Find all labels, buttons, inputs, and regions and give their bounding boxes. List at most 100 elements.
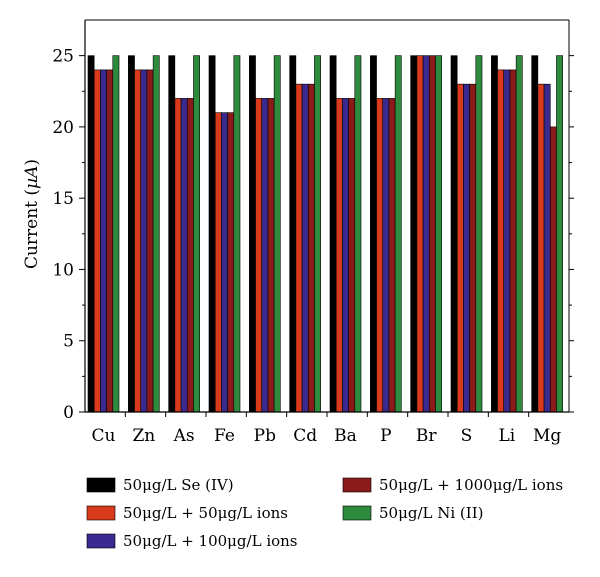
bar-li-series-5 xyxy=(515,55,523,413)
bar-pb-series-5 xyxy=(273,55,281,413)
legend-item-series-1: 50μg/L Se (IV) xyxy=(86,476,234,494)
bar-ba-series-4 xyxy=(348,98,356,413)
bar-mg-series-4 xyxy=(549,126,557,413)
x-tick-label-li: Li xyxy=(498,426,515,446)
bar-p-series-3 xyxy=(382,98,390,413)
bar-as-series-2 xyxy=(174,98,182,413)
bar-br-series-4 xyxy=(428,55,436,413)
bar-cd-series-2 xyxy=(295,83,303,413)
y-tick-label-20: 20 xyxy=(52,118,74,138)
bar-cd-series-5 xyxy=(314,55,321,413)
legend-item-series-4: 50μg/L + 1000μg/L ions xyxy=(342,476,563,494)
bar-pb-series-3 xyxy=(261,98,269,413)
y-axis-title-prefix: Current ( xyxy=(22,189,42,269)
x-tick-label-ba: Ba xyxy=(334,426,357,446)
bar-fe-series-5 xyxy=(233,55,241,413)
bar-ba-series-5 xyxy=(354,55,362,413)
bar-p-series-4 xyxy=(388,98,396,413)
bars-layer xyxy=(87,55,563,413)
legend-label: 50μg/L + 50μg/L ions xyxy=(123,504,288,522)
bar-fe-series-2 xyxy=(214,112,222,413)
bar-s-series-5 xyxy=(475,55,483,413)
bar-li-series-4 xyxy=(509,69,517,413)
bar-zn-series-5 xyxy=(152,55,160,413)
legend-label: 50μg/L Se (IV) xyxy=(123,476,234,494)
labels-layer: Cu Zn As Fe Pb Cd Ba P Br S Li Mg 0 5 10 15 20 25 xyxy=(52,47,561,446)
bar-mg-series-5 xyxy=(556,55,563,413)
y-axis-title: Current (µA) xyxy=(22,159,42,269)
bar-as-series-4 xyxy=(186,98,194,413)
legend-label: 50μg/L Ni (II) xyxy=(379,504,483,522)
y-axis-title-unit: µA xyxy=(22,166,42,189)
bar-ba-series-2 xyxy=(335,98,343,413)
bar-cu-series-4 xyxy=(106,69,114,413)
legend-item-series-3: 50μg/L + 100μg/L ions xyxy=(86,532,298,550)
legend-label: 50μg/L + 100μg/L ions xyxy=(123,532,298,550)
bar-cd-series-4 xyxy=(307,83,315,413)
x-tick-label-p: P xyxy=(380,426,391,446)
x-tick-label-pb: Pb xyxy=(254,426,276,446)
bar-as-series-1 xyxy=(168,55,176,413)
bar-zn-series-2 xyxy=(134,69,142,413)
bar-zn-series-4 xyxy=(146,69,154,413)
bar-cu-series-1 xyxy=(87,55,95,413)
bar-ba-series-3 xyxy=(342,98,349,413)
bar-as-series-3 xyxy=(180,98,188,413)
bar-cu-series-2 xyxy=(93,69,101,413)
bar-as-series-5 xyxy=(193,55,200,413)
bar-s-series-4 xyxy=(469,83,477,413)
y-tick-label-10: 10 xyxy=(52,260,74,280)
y-axis-title-suffix: ) xyxy=(22,159,42,166)
x-tick-label-s: S xyxy=(461,426,473,446)
bar-zn-series-3 xyxy=(140,69,148,413)
x-tick-label-cd: Cd xyxy=(293,426,317,446)
bar-br-series-5 xyxy=(435,55,442,413)
bar-cu-series-5 xyxy=(112,55,120,413)
bar-cd-series-1 xyxy=(289,55,297,413)
bar-s-series-1 xyxy=(450,55,458,413)
y-tick-label-5: 5 xyxy=(63,332,74,352)
bar-mg-series-2 xyxy=(537,83,545,413)
legend-swatch xyxy=(342,505,372,521)
x-tick-label-mg: Mg xyxy=(533,426,561,446)
bar-ba-series-1 xyxy=(329,55,337,413)
legend-item-series-5: 50μg/L Ni (II) xyxy=(342,504,483,522)
bar-s-series-3 xyxy=(463,83,470,413)
bar-pb-series-2 xyxy=(255,98,263,413)
bar-br-series-1 xyxy=(410,55,418,413)
legend-item-series-2: 50μg/L + 50μg/L ions xyxy=(86,504,288,522)
bar-cu-series-3 xyxy=(100,69,107,413)
y-tick-label-15: 15 xyxy=(52,189,74,209)
x-tick-label-fe: Fe xyxy=(214,426,235,446)
legend-swatch xyxy=(86,533,116,549)
bar-p-series-1 xyxy=(370,55,377,413)
bar-li-series-3 xyxy=(503,69,511,413)
bar-zn-series-1 xyxy=(128,55,135,413)
x-tick-label-br: Br xyxy=(416,426,437,446)
bar-fe-series-4 xyxy=(227,112,235,413)
bar-cd-series-3 xyxy=(301,83,309,413)
bar-br-series-2 xyxy=(416,55,424,413)
legend-swatch xyxy=(86,505,116,521)
axes-layer xyxy=(79,19,574,417)
bar-fe-series-3 xyxy=(221,112,228,413)
bar-fe-series-1 xyxy=(208,55,216,413)
x-tick-label-cu: Cu xyxy=(92,426,116,446)
bar-s-series-2 xyxy=(456,83,464,413)
bar-li-series-2 xyxy=(497,69,505,413)
legend-label: 50μg/L + 1000μg/L ions xyxy=(379,476,563,494)
bar-li-series-1 xyxy=(491,55,498,413)
y-tick-label-25: 25 xyxy=(52,47,74,67)
x-tick-label-as: As xyxy=(173,426,195,446)
bar-mg-series-3 xyxy=(543,83,551,413)
bar-pb-series-1 xyxy=(249,55,256,413)
legend: 50μg/L Se (IV) 50μg/L + 50μg/L ions 50μg/L… xyxy=(86,476,563,550)
bar-br-series-3 xyxy=(422,55,430,413)
bar-mg-series-1 xyxy=(531,55,539,413)
y-tick-label-0: 0 xyxy=(63,403,74,423)
bar-pb-series-4 xyxy=(267,98,275,413)
legend-swatch xyxy=(342,477,372,493)
bar-p-series-2 xyxy=(376,98,384,413)
